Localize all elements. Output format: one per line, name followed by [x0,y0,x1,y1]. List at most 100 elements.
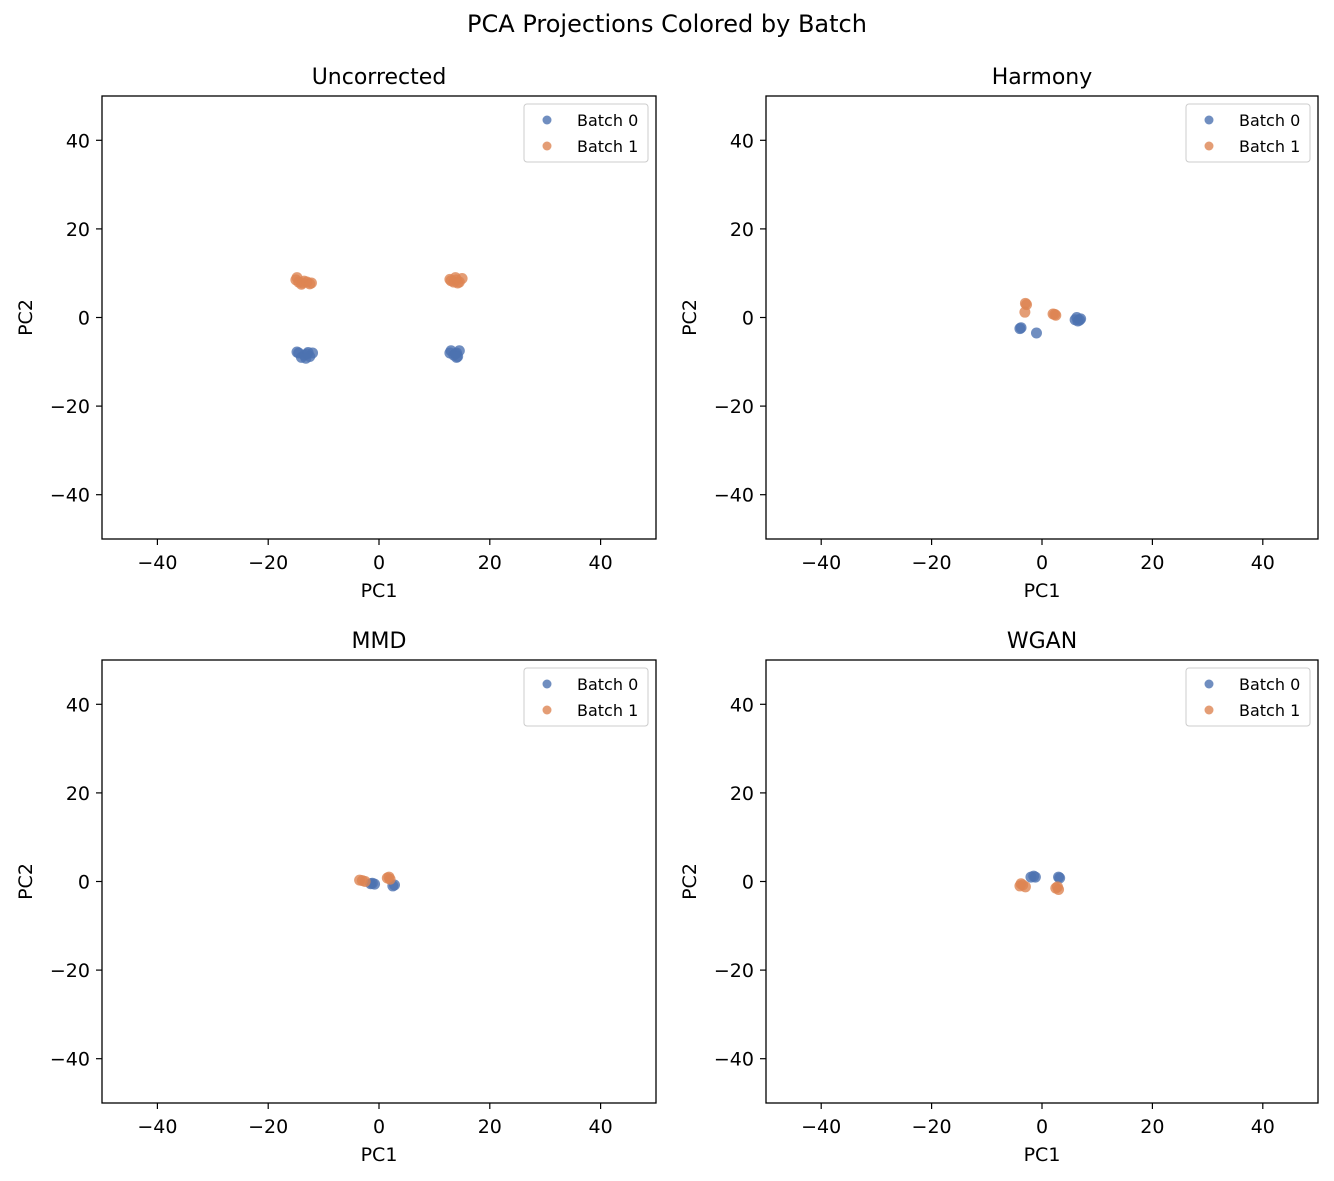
subplot-uncorrected: Uncorrected −40 −20 0 20 40 −40 −20 0 20 40 PC1 PC2 B… [15,65,657,602]
data-point [297,277,309,289]
y-tick-label: −40 [714,1049,754,1071]
legend-label: Batch 0 [577,675,638,694]
y-tick-label: 0 [742,872,754,894]
legend-label: Batch 1 [1239,701,1300,720]
x-tick-label: 0 [373,552,385,574]
x-tick-label: −20 [912,1116,952,1138]
subplot-title: MMD [352,629,407,654]
y-axis-label: PC2 [15,863,37,900]
y-tick-label: 40 [66,130,90,152]
legend: Batch 0 Batch 1 [1185,103,1311,163]
y-tick-label: 20 [730,783,754,805]
x-axis-label: PC1 [361,580,398,602]
y-tick-label: −20 [50,960,90,982]
x-tick-label: 0 [373,1116,385,1138]
x-tick-label: −20 [912,552,952,574]
data-point [381,872,393,884]
y-tick-label: 0 [742,308,754,330]
y-tick-label: −40 [714,485,754,507]
x-axis-label: PC1 [1024,1144,1061,1166]
series-batch-1 [1019,297,1062,321]
legend-frame [523,667,649,727]
legend: Batch 0 Batch 1 [1185,667,1311,727]
data-point [302,346,314,358]
legend: Batch 0 Batch 1 [523,667,649,727]
subplot-harmony: Harmony −40 −20 0 20 40 −40 −20 0 20 40 PC1 PC2 Batch… [679,65,1319,602]
data-point [444,347,456,359]
subplot-title: Harmony [992,65,1093,90]
data-point [444,273,456,285]
x-tick-label: −40 [801,552,841,574]
x-tick-label: 40 [589,552,613,574]
legend-marker [542,679,552,689]
axes-frame [765,95,1319,540]
y-tick-label: −40 [50,485,90,507]
data-point [291,346,303,358]
x-tick-label: 0 [1036,552,1048,574]
y-axis-label: PC2 [679,299,701,336]
figure-title: PCA Projections Colored by Batch [467,10,867,38]
data-point [1074,314,1086,326]
x-axis-label: PC1 [361,1144,398,1166]
x-tick-label: 40 [1251,1116,1275,1138]
series-batch-0 [1025,870,1066,884]
data-point [1030,327,1042,339]
axes-frame [101,659,657,1104]
legend-marker [1204,115,1214,125]
subplot-title: Uncorrected [312,65,447,90]
x-tick-label: −40 [137,1116,177,1138]
y-tick-label: 20 [730,219,754,241]
legend-label: Batch 1 [577,701,638,720]
y-tick-label: 40 [730,130,754,152]
x-tick-label: 20 [478,1116,502,1138]
subplot-title: WGAN [1007,629,1077,654]
legend-label: Batch 0 [577,111,638,130]
legend-label: Batch 1 [577,137,638,156]
legend-frame [1185,667,1311,727]
y-tick-label: 0 [78,308,90,330]
y-tick-label: −20 [714,960,754,982]
legend-label: Batch 0 [1239,111,1300,130]
data-point [1019,306,1031,318]
legend-marker [542,705,552,715]
data-point [1054,872,1066,884]
y-tick-label: 20 [66,219,90,241]
data-point [359,876,371,887]
x-tick-label: 20 [1140,1116,1164,1138]
legend-label: Batch 0 [1239,675,1300,694]
data-point [1049,308,1061,320]
x-tick-label: 20 [1140,552,1164,574]
y-tick-label: 20 [66,783,90,805]
series-batch-0 [1014,312,1087,339]
y-tick-label: 0 [78,872,90,894]
data-point [1029,871,1041,883]
y-tick-label: 40 [730,694,754,716]
y-tick-label: −40 [50,1049,90,1071]
x-tick-label: −20 [248,552,288,574]
y-axis-label: PC2 [15,299,37,336]
axes-frame [101,95,657,540]
legend-frame [1185,103,1311,163]
x-tick-label: 20 [478,552,502,574]
x-tick-label: 0 [1036,1116,1048,1138]
x-tick-label: −40 [137,552,177,574]
y-axis-label: PC2 [679,863,701,900]
legend-label: Batch 1 [1239,137,1300,156]
legend-marker [1204,679,1214,689]
x-tick-label: −20 [248,1116,288,1138]
x-tick-label: 40 [589,1116,613,1138]
legend-frame [523,103,649,163]
legend-marker [1204,705,1214,715]
data-point [1051,881,1063,893]
series-batch-0 [291,345,465,364]
y-tick-label: −20 [714,396,754,418]
x-tick-label: 40 [1251,552,1275,574]
data-point [1015,322,1027,334]
series-batch-1 [290,272,468,290]
y-tick-label: 40 [66,694,90,716]
y-tick-label: −20 [50,396,90,418]
legend: Batch 0 Batch 1 [523,103,649,163]
